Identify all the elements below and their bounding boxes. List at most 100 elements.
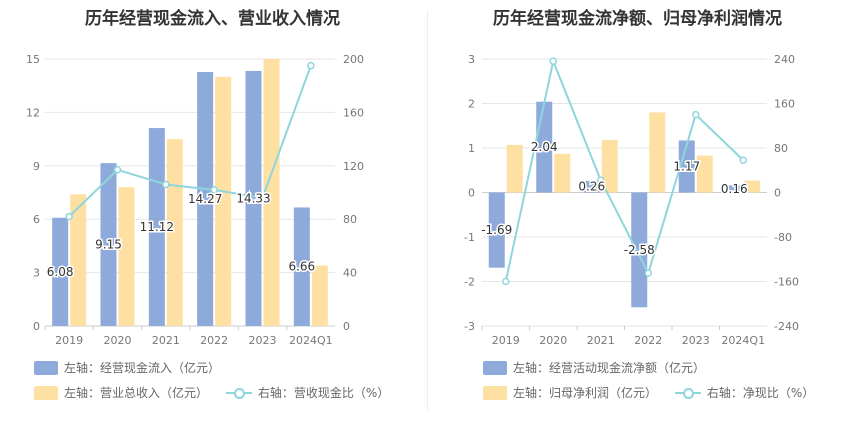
chart-plot-right: -3 -2 -1 0 1 2 3 -240 -160 -80 0 80 160 240 2019 2020 20… (464, 53, 799, 347)
bar-data-label: 0.26 (578, 180, 605, 194)
y-left-tick-label: 9 (33, 160, 40, 173)
chart-title: 历年经营现金流净额、归母净利润情况 (493, 9, 782, 29)
bar-primary (678, 140, 695, 193)
x-tick-label: 2019 (492, 334, 520, 347)
ratio-point (258, 194, 267, 202)
ratio-point (65, 212, 73, 221)
y-right-tick-label: 240 (774, 53, 795, 66)
legend-label: 左轴：归母净利润（亿元） (513, 386, 658, 400)
bar-secondary (649, 112, 666, 193)
legend-label: 右轴：净现比（%） (706, 386, 815, 400)
x-tick-label: 2021 (587, 334, 615, 347)
y-right-tick-label: -80 (774, 231, 792, 244)
x-tick-label: 2020 (539, 334, 567, 347)
legend-item-net-cash-ratio[interactable]: 右轴：净现比（%） (674, 384, 815, 401)
legend-label: 右轴：营收现金比（%） (257, 386, 390, 400)
panel-divider (427, 10, 428, 410)
y-right-tick-label: -160 (774, 276, 799, 289)
bar-secondary (70, 194, 87, 326)
y-left-tick-label: 3 (468, 53, 475, 66)
bar-primary (583, 180, 600, 193)
bar-data-label: 11.12 (140, 220, 174, 234)
y-left-tick-label: 12 (26, 106, 40, 119)
bar-primary (245, 70, 262, 327)
ratio-point (644, 269, 652, 277)
ratio-point (597, 176, 605, 185)
bar-secondary (601, 139, 618, 193)
bar-primary (293, 207, 310, 326)
legend-item-inflow[interactable]: 左轴：经营现金流入（亿元） (34, 359, 220, 376)
y-left-tick-label: 0 (33, 320, 40, 333)
x-tick-label: 2023 (682, 334, 710, 347)
x-tick-label: 2022 (634, 334, 662, 347)
legend-swatch (34, 385, 58, 400)
y-right-tick-label: 0 (343, 320, 350, 333)
bar-secondary (311, 265, 328, 326)
bar-data-label: 1.17 (673, 159, 700, 173)
legend-row-1: 左轴：经营现金流入（亿元） (34, 359, 234, 378)
x-tick-label: 2024Q1 (289, 334, 333, 347)
y-left-tick-label: 1 (468, 142, 475, 155)
bar-primary (726, 185, 743, 193)
x-tick-label: 2023 (249, 334, 277, 347)
ratio-point (502, 277, 510, 286)
legend-line-marker-icon (674, 386, 701, 400)
ratio-point (549, 57, 557, 65)
y-left-tick-label: 2 (468, 98, 475, 111)
y-right-tick-label: 200 (343, 53, 364, 66)
y-right-tick-label: 160 (343, 106, 364, 119)
ratio-point (692, 110, 700, 119)
y-left-tick-label: -2 (464, 276, 475, 289)
ratio-line (68, 65, 312, 218)
legend-row-2: 左轴：营业总收入（亿元） 右轴：营收现金比（%） (34, 384, 403, 403)
chart-plot-left: 0 3 6 9 12 15 0 40 80 120 160 200 2019 2020 2021 2022 20… (26, 53, 364, 347)
legend-item-ratio[interactable]: 右轴：营收现金比（%） (225, 384, 390, 401)
bar-primary (197, 71, 214, 326)
chart-panel-right: 历年经营现金流净额、归母净利润情况 -3 -2 -1 0 1 2 3 -240 -160 -80 0… (425, 0, 850, 437)
legend-label: 左轴：营业总收入（亿元） (64, 386, 209, 400)
y-right-tick-label: 120 (343, 160, 364, 173)
y-right-tick-label: 40 (343, 267, 357, 280)
y-left-tick-label: 6 (33, 213, 40, 226)
x-tick-label: 2020 (104, 334, 132, 347)
y-right-tick-label: 80 (774, 142, 788, 155)
bar-primary (100, 163, 117, 326)
bar-secondary (696, 155, 713, 193)
bar-secondary (506, 144, 523, 193)
chart-panel-left: 历年经营现金流入、营业收入情况 0 3 6 9 12 15 0 40 80 120 160 200 20… (26, 9, 403, 403)
x-tick-label: 2019 (55, 334, 83, 347)
bar-data-label: 14.33 (236, 191, 270, 205)
legend-item-net-cash[interactable]: 左轴：经营活动现金流净额（亿元） (483, 359, 705, 376)
bar-primary (488, 192, 505, 268)
ratio-point (307, 61, 315, 70)
bar-data-label: 6.66 (288, 260, 315, 274)
bar-data-label: 9.15 (95, 238, 122, 252)
x-tick-label: 2022 (200, 334, 228, 347)
ratio-point (162, 180, 170, 189)
legend-item-net-profit[interactable]: 左轴：归母净利润（亿元） (483, 384, 657, 401)
bar-primary (631, 192, 648, 308)
bar-secondary (554, 153, 571, 193)
y-right-tick-label: 0 (774, 187, 781, 200)
legend-item-revenue[interactable]: 左轴：营业总收入（亿元） (34, 384, 208, 401)
x-tick-label: 2024Q1 (721, 334, 765, 347)
x-tick-label: 2021 (152, 334, 180, 347)
y-right-tick-label: 160 (774, 98, 795, 111)
y-left-tick-label: -1 (464, 231, 475, 244)
legend-row-1: 左轴：经营活动现金流净额（亿元） (483, 359, 719, 378)
bar-data-label: -2.58 (624, 243, 655, 257)
y-right-tick-label: -240 (774, 320, 799, 333)
legend-swatch (483, 360, 507, 375)
bar-secondary (118, 187, 135, 326)
ratio-line (504, 57, 744, 282)
bar-data-label: 0.16 (721, 182, 748, 196)
bar-secondary (263, 59, 280, 326)
bar-secondary (744, 180, 761, 193)
y-left-tick-label: 3 (33, 267, 40, 280)
bar-secondary (215, 76, 232, 326)
y-left-tick-label: -3 (464, 320, 475, 333)
bar-data-label: 6.08 (47, 265, 74, 279)
legend-row-2: 左轴：归母净利润（亿元） 右轴：净现比（%） (483, 384, 828, 403)
y-left-tick-label: 15 (26, 53, 40, 66)
ratio-point (739, 156, 747, 164)
